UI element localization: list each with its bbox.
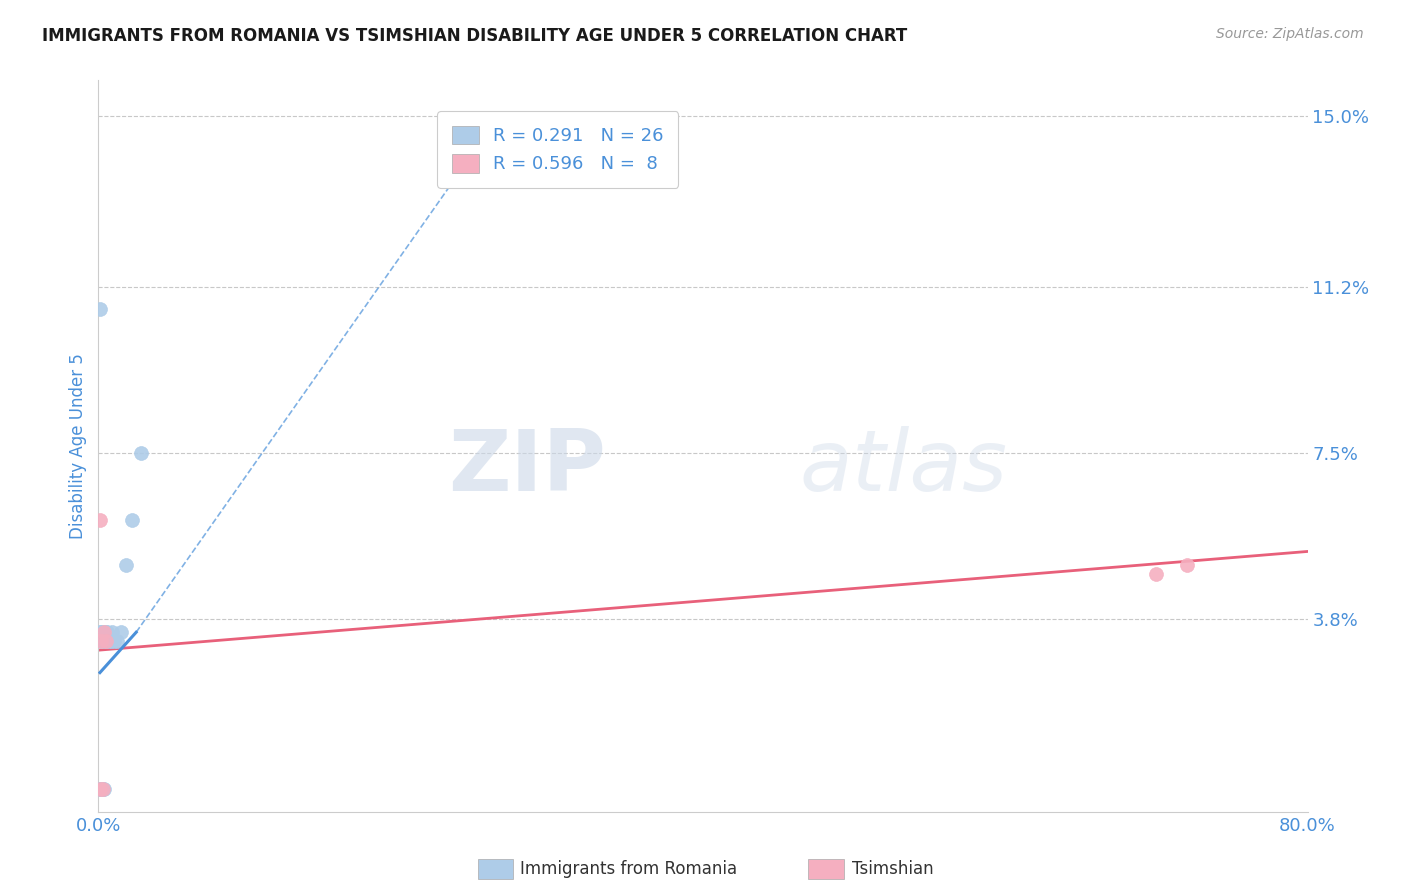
Y-axis label: Disability Age Under 5: Disability Age Under 5 [69,353,87,539]
Text: Tsimshian: Tsimshian [852,860,934,878]
Point [110,625,132,640]
Point [1175,558,1198,572]
Point [96,625,118,640]
Point [91,625,114,640]
Text: atlas: atlas [800,426,1008,509]
Point [1144,566,1167,581]
Point [91,782,114,797]
Text: Source: ZipAtlas.com: Source: ZipAtlas.com [1216,27,1364,41]
Point [93,625,115,640]
Point [129,446,152,460]
Text: ZIP: ZIP [449,426,606,509]
Point [94,625,117,640]
Point [89,782,111,797]
Point [90,634,112,648]
Point [89,513,111,527]
Point [91,782,114,797]
Text: IMMIGRANTS FROM ROMANIA VS TSIMSHIAN DISABILITY AGE UNDER 5 CORRELATION CHART: IMMIGRANTS FROM ROMANIA VS TSIMSHIAN DIS… [42,27,907,45]
Point [93,625,115,640]
Point [89,782,111,797]
Point [121,513,143,527]
Point [94,634,117,648]
Point [105,634,128,648]
Legend: R = 0.291   N = 26, R = 0.596   N =  8: R = 0.291 N = 26, R = 0.596 N = 8 [437,112,678,188]
Point [89,782,111,797]
Point [93,782,115,797]
Point [103,634,125,648]
Point [101,625,124,640]
Point [90,782,112,797]
Point [94,634,117,648]
Point [89,782,111,797]
Point [90,625,112,640]
Point [90,634,112,648]
Point [89,302,111,317]
Point [100,634,122,648]
Point [89,625,111,640]
Point [91,634,114,648]
Point [90,782,112,797]
Point [98,634,121,648]
Text: Immigrants from Romania: Immigrants from Romania [520,860,737,878]
Point [114,558,136,572]
